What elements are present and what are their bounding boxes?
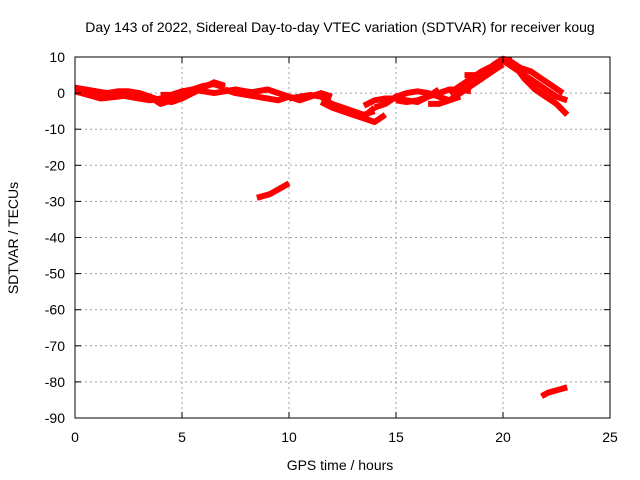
x-tick-label: 0 (71, 429, 79, 445)
y-tick-label: 0 (57, 85, 65, 101)
y-tick-label: -30 (45, 193, 65, 209)
y-tick-label: -80 (45, 374, 65, 390)
y-tick-label: 10 (49, 49, 65, 65)
y-tick-label: -20 (45, 157, 65, 173)
y-tick-label: -60 (45, 302, 65, 318)
series-line-track-7 (256, 180, 291, 201)
chart-title: Day 143 of 2022, Sidereal Day-to-day VTE… (85, 19, 594, 35)
axis-ticks: 0 5 10 15 20 25 10 0 -10 -20 -30 -40 -50 -60 -70 -80 -90 (45, 49, 618, 445)
series-line-track-14 (428, 61, 505, 107)
x-axis-label: GPS time / hours (287, 457, 394, 473)
x-tick-label: 15 (388, 429, 404, 445)
y-tick-label: -10 (45, 121, 65, 137)
x-tick-label: 25 (602, 429, 618, 445)
x-tick-label: 5 (178, 429, 186, 445)
series-line-track-18 (511, 62, 570, 117)
y-tick-label: -50 (45, 266, 65, 282)
x-tick-label: 20 (495, 429, 511, 445)
y-tick-label: -90 (45, 410, 65, 426)
y-axis-label: SDTVAR / TECUs (5, 182, 21, 294)
series-line-track-20 (540, 384, 569, 399)
y-tick-label: -70 (45, 338, 65, 354)
grid-lines (75, 57, 610, 418)
series-line-track-19 (507, 58, 565, 96)
series-line-track-10 (330, 101, 387, 125)
x-tick-label: 10 (281, 429, 297, 445)
y-tick-label: -40 (45, 230, 65, 246)
